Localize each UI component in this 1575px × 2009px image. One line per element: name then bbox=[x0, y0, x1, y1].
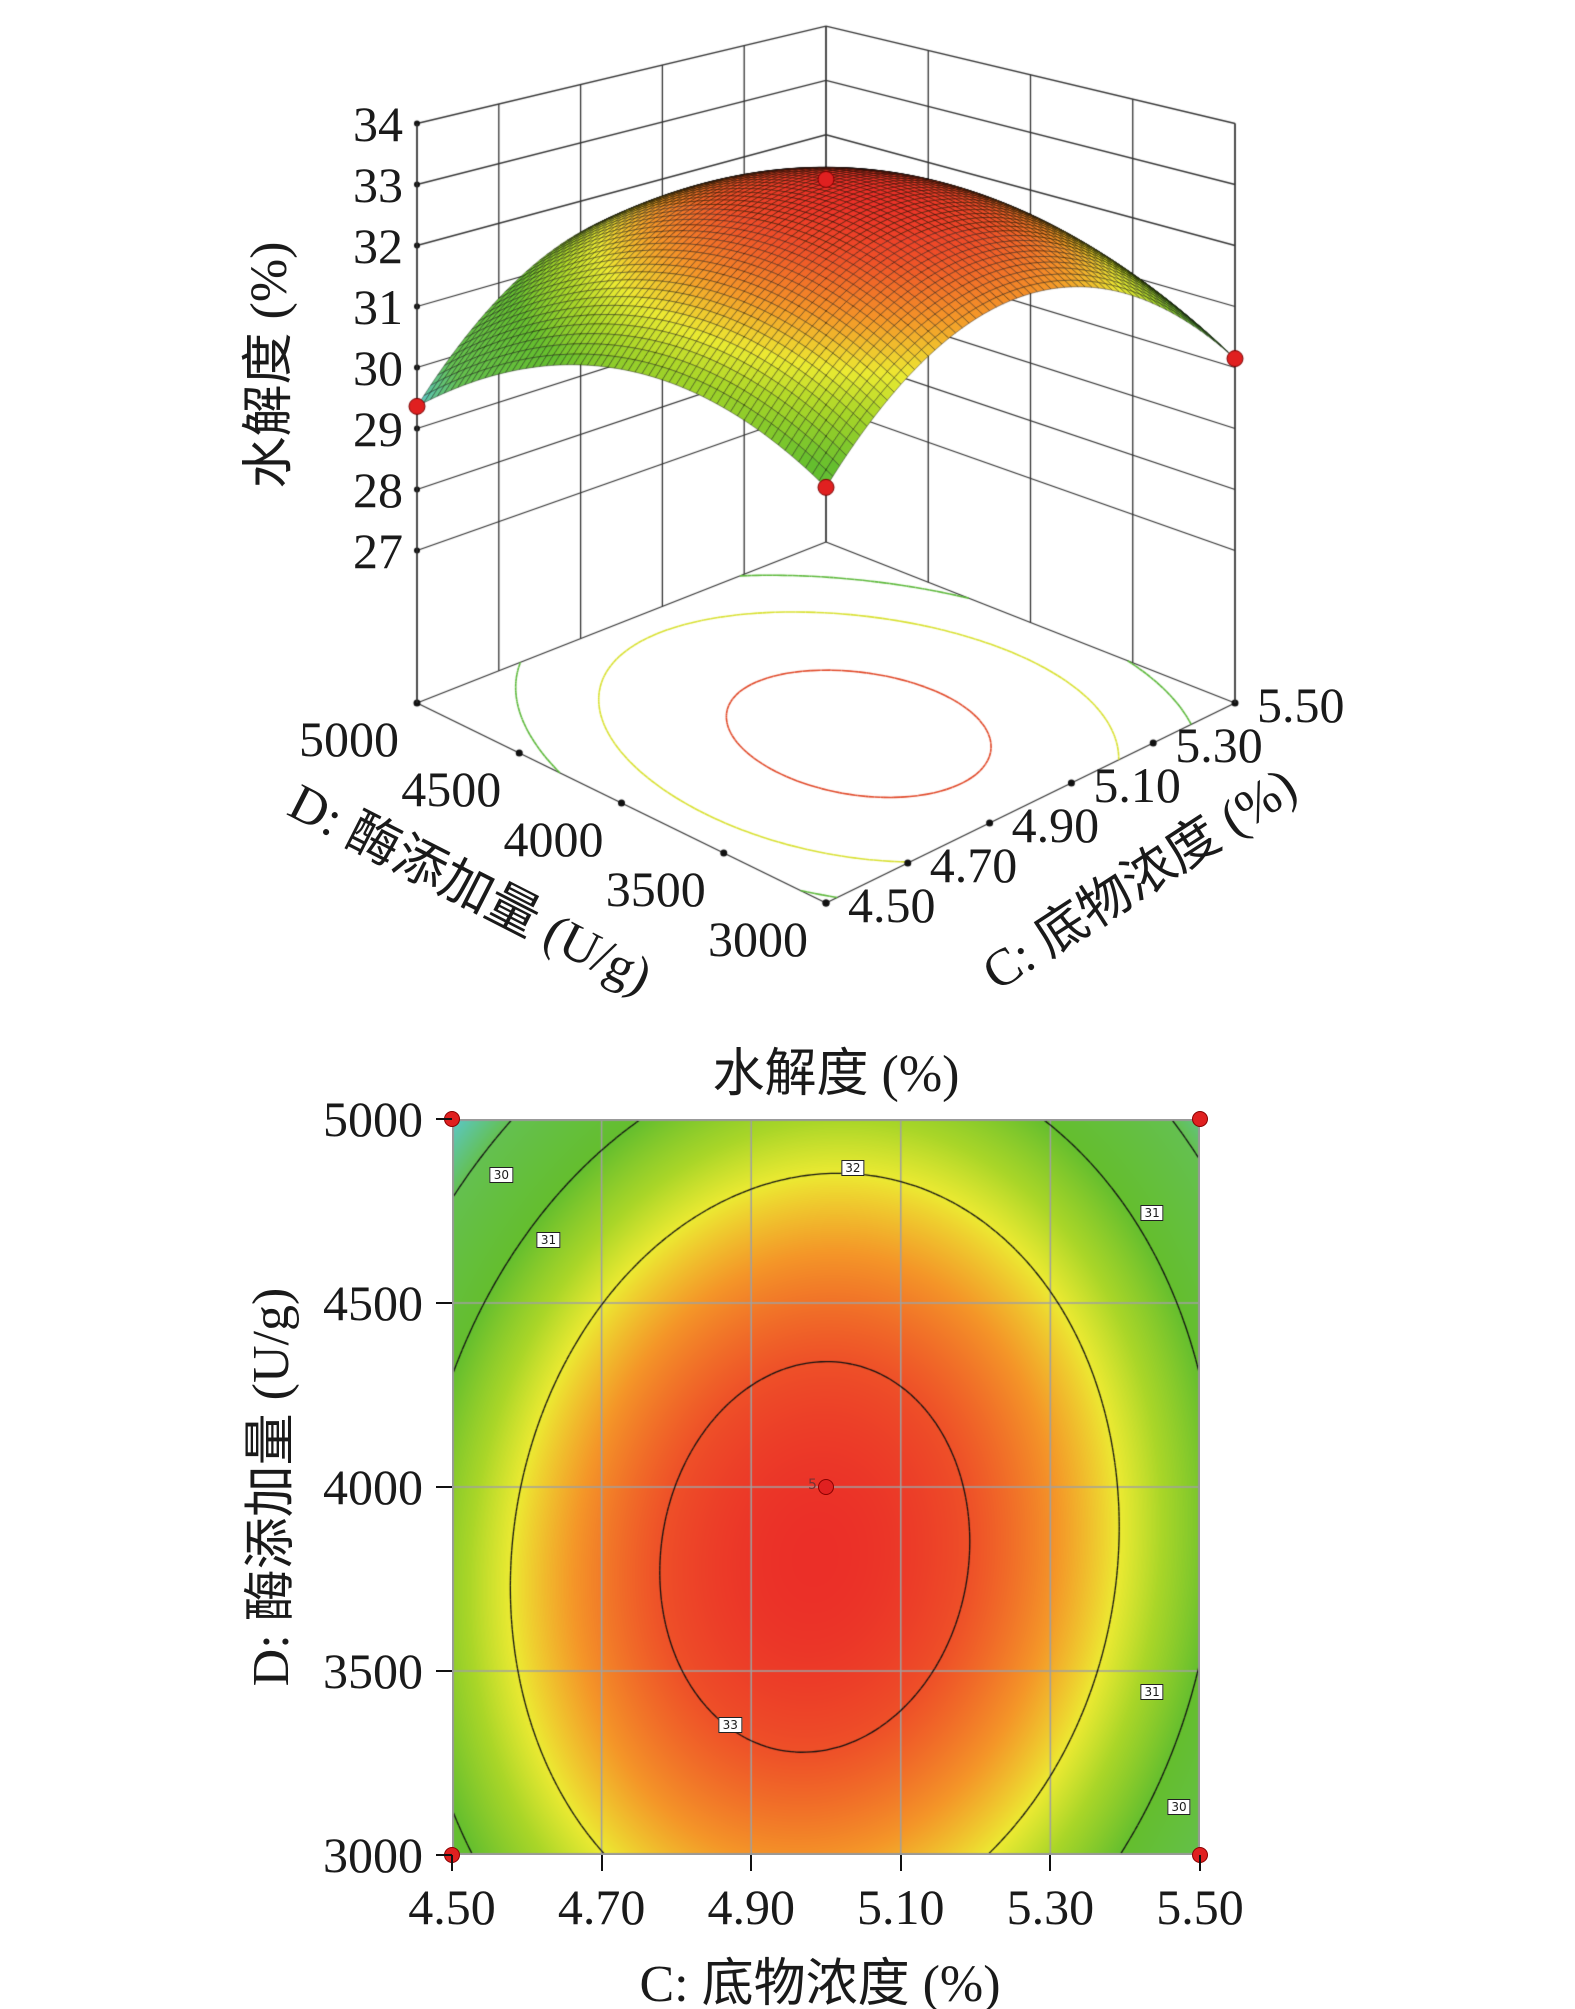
z-tick-label: 32 bbox=[353, 217, 403, 274]
z-tick-label: 30 bbox=[353, 339, 403, 396]
x-tick-mark bbox=[451, 1855, 453, 1871]
y-tick-mark bbox=[436, 1118, 452, 1120]
z-tick-label: 28 bbox=[353, 461, 403, 518]
z-tick-label: 29 bbox=[353, 400, 403, 457]
plot-title: 水解度 (%) bbox=[712, 1046, 960, 1103]
contour-label: 31 bbox=[536, 1232, 561, 1249]
design-point bbox=[818, 1479, 834, 1495]
y-tick-label: 4500 bbox=[323, 1275, 423, 1331]
x-tick-mark bbox=[750, 1855, 753, 1871]
c-tick-label: 5.10 bbox=[1093, 757, 1181, 813]
c-tick-label: 5.50 bbox=[1257, 677, 1345, 733]
c-tick-label: 4.90 bbox=[1011, 797, 1100, 853]
x-axis-title: C: 底物浓度 (%) bbox=[639, 1956, 1001, 2009]
y-tick-mark bbox=[436, 1302, 452, 1304]
c-tick-label: 4.70 bbox=[929, 837, 1018, 893]
d-tick-label: 4000 bbox=[503, 811, 604, 867]
design-point bbox=[1192, 1111, 1208, 1127]
x-tick-mark bbox=[1049, 1855, 1052, 1871]
y-tick-label: 5000 bbox=[323, 1091, 423, 1147]
x-tick-label: 5.30 bbox=[1006, 1879, 1095, 1935]
contour-label: 32 bbox=[841, 1159, 865, 1176]
z-axis-title: 水解度 (%) bbox=[241, 241, 298, 489]
x-tick-label: 5.50 bbox=[1156, 1879, 1244, 1935]
z-tick-label: 34 bbox=[353, 95, 403, 152]
d-tick-label: 3500 bbox=[605, 861, 706, 917]
contour-label: 31 bbox=[1140, 1205, 1164, 1222]
center-point-label: 5 bbox=[808, 1477, 817, 1493]
x-tick-mark bbox=[600, 1855, 603, 1871]
y-tick-label: 3000 bbox=[323, 1827, 423, 1883]
contour-label: 30 bbox=[1167, 1799, 1191, 1816]
z-tick-label: 33 bbox=[353, 156, 403, 213]
y-tick-mark bbox=[436, 1670, 452, 1672]
z-tick-label: 27 bbox=[353, 522, 403, 579]
y-axis-title: D: 酶添加量 (U/g) bbox=[243, 1287, 300, 1687]
x-tick-label: 4.50 bbox=[408, 1879, 496, 1935]
x-tick-mark bbox=[1199, 1855, 1201, 1871]
y-tick-label: 3500 bbox=[323, 1643, 423, 1699]
z-tick-label: 31 bbox=[353, 278, 403, 335]
contour-label: 33 bbox=[718, 1716, 742, 1733]
c-tick-label: 4.50 bbox=[848, 877, 936, 933]
contour-label: 30 bbox=[489, 1166, 513, 1183]
y-tick-mark bbox=[436, 1486, 452, 1488]
d-tick-label: 4500 bbox=[401, 761, 502, 817]
y-tick-label: 4000 bbox=[323, 1459, 423, 1515]
response-surface-3d bbox=[0, 0, 1575, 1040]
contour-label: 31 bbox=[1140, 1684, 1164, 1701]
y-tick-mark bbox=[436, 1854, 452, 1856]
c-tick-label: 5.30 bbox=[1175, 717, 1263, 773]
x-tick-mark bbox=[899, 1855, 902, 1871]
x-tick-label: 4.70 bbox=[557, 1879, 646, 1935]
d-tick-label: 5000 bbox=[299, 711, 399, 767]
d-tick-label: 3000 bbox=[708, 911, 808, 967]
x-tick-label: 4.90 bbox=[707, 1879, 795, 1935]
x-tick-label: 5.10 bbox=[857, 1879, 945, 1935]
